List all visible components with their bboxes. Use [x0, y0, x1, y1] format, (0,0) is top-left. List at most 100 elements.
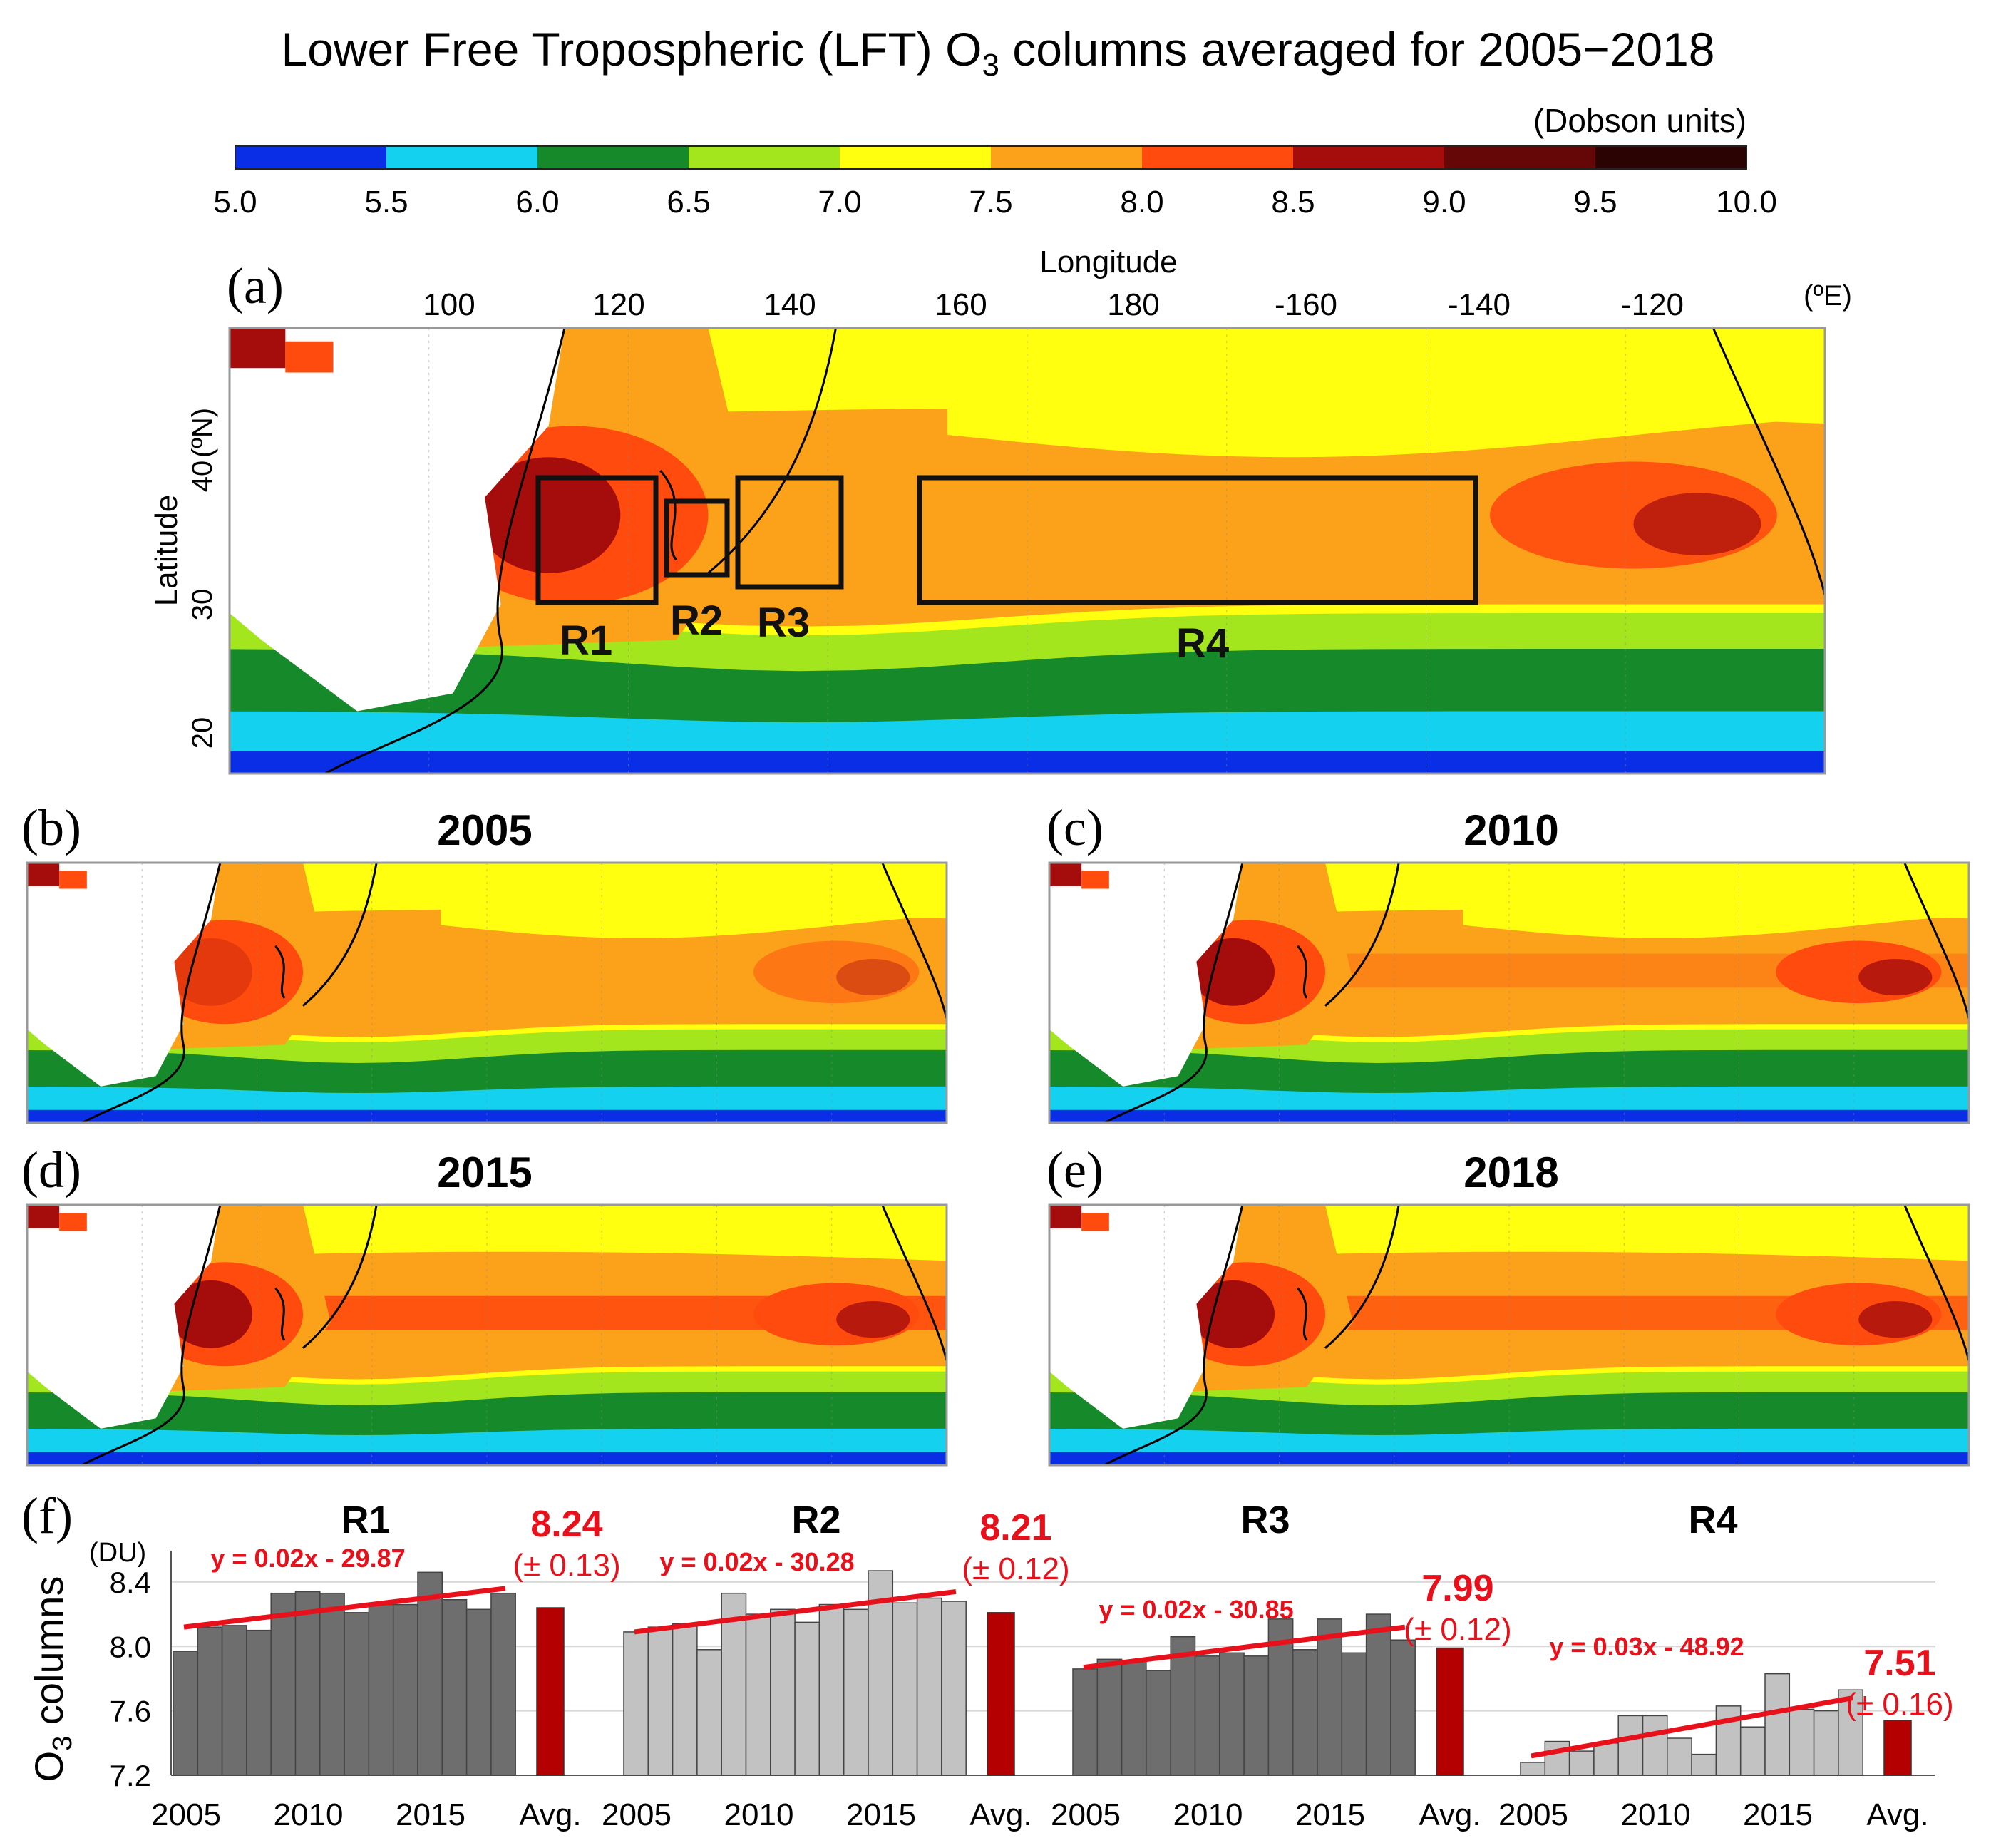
ozone-patch — [1081, 1212, 1109, 1231]
ozone-band — [947, 328, 1825, 458]
bar — [1194, 1655, 1220, 1776]
longitude-unit: (ºE) — [1804, 280, 1852, 312]
longitude-tick-label: -120 — [1621, 287, 1684, 322]
colorbar-tick-label: 7.5 — [969, 185, 1012, 220]
region-box-r2 — [664, 498, 730, 578]
region-label-r4: R4 — [1176, 620, 1229, 667]
coastline — [1324, 1205, 1400, 1349]
bar — [1292, 1649, 1318, 1776]
panel-label-e: (e) — [1046, 1141, 1104, 1198]
ozone-hotspot — [169, 938, 253, 1006]
ozone-patch — [27, 863, 60, 886]
colorbar-units: (Dobson units) — [1533, 102, 1746, 139]
bar-region-title: R1 — [341, 1499, 390, 1541]
avg-value-label: 8.21 — [979, 1507, 1051, 1549]
region-box-r1 — [535, 475, 659, 605]
avg-value-label: 7.51 — [1863, 1643, 1935, 1684]
bar — [868, 1570, 894, 1776]
bar-series-r2: R2 y = 0.02x - 30.28 8.21(± 0.12) 2005 2010 2… — [602, 1499, 1070, 1832]
bar — [1219, 1652, 1245, 1776]
colorbar-swatch — [1444, 146, 1596, 169]
colorbar-tick-label: 5.0 — [213, 185, 257, 220]
ozone-patch — [59, 1212, 87, 1231]
bar — [246, 1629, 272, 1776]
colorbar-swatch — [386, 146, 538, 169]
colorbar-tick-label: 8.5 — [1271, 185, 1315, 220]
bar — [344, 1612, 370, 1776]
ylabel-main: O — [26, 1751, 71, 1782]
bar — [368, 1603, 394, 1776]
bar-xtick-label: 2005 — [151, 1797, 221, 1832]
coastline — [324, 328, 566, 774]
bar-xtick-label: 2005 — [602, 1797, 672, 1832]
coastline — [1104, 1205, 1244, 1465]
panel-label-d: (d) — [21, 1141, 81, 1198]
coastline — [1297, 945, 1308, 999]
longitude-tick-label: -140 — [1448, 287, 1511, 322]
bar — [1544, 1740, 1570, 1776]
colorbar-tick-label: 8.0 — [1120, 185, 1163, 220]
ozone-hotspot — [1858, 959, 1933, 996]
region-boxes — [535, 475, 1478, 605]
longitude-tick-label: 100 — [423, 287, 475, 322]
longitude-ticks: 100 120 140 160 180 -160 -140 -120 — [423, 287, 1684, 322]
bar-region-title: R4 — [1688, 1499, 1737, 1541]
bar-chart-yunit: (DU) — [89, 1538, 146, 1568]
bar — [1739, 1726, 1766, 1776]
latitude-ticks: 40 30 20 — [187, 461, 218, 749]
bar — [197, 1626, 223, 1776]
map-frame-b — [26, 861, 948, 1124]
avg-bar — [1436, 1647, 1464, 1776]
bar-ytick-label: 8.4 — [110, 1566, 151, 1599]
ozone-patch — [59, 870, 87, 889]
bar — [221, 1625, 247, 1776]
colorbar-outline — [235, 145, 1747, 170]
bar — [417, 1571, 443, 1776]
bar — [441, 1598, 468, 1776]
land-mask — [27, 1205, 220, 1429]
bar — [1691, 1753, 1717, 1776]
bar — [941, 1601, 967, 1776]
trend-equation: y = 0.02x - 30.85 — [1099, 1595, 1293, 1624]
colorbar-tick-label: 6.0 — [515, 185, 559, 220]
ozone-band — [230, 751, 1825, 774]
bar-series-r3: R3 y = 0.02x - 30.85 7.99(± 0.12) 2005 2010 2… — [1051, 1499, 1512, 1832]
coastline — [302, 863, 378, 1007]
avg-std-label: (± 0.13) — [513, 1548, 620, 1583]
bar — [916, 1597, 942, 1776]
latitude-tick-label: 40 — [187, 461, 218, 493]
ozone-hotspot — [836, 1301, 910, 1338]
ylabel-subscript: 3 — [48, 1736, 78, 1751]
avg-bar — [1883, 1720, 1912, 1776]
bar — [1617, 1715, 1644, 1776]
colorbar-swatch — [1293, 146, 1445, 169]
avg-value-label: 8.24 — [530, 1504, 602, 1545]
map-panel-d — [27, 1205, 947, 1465]
ozone-hotspot — [476, 457, 621, 573]
colorbar-swatch — [840, 146, 992, 169]
bar — [1593, 1742, 1619, 1776]
bar — [1520, 1762, 1546, 1776]
coastline — [881, 863, 947, 1020]
bar — [1764, 1673, 1791, 1776]
bar-xtick-label: 2010 — [274, 1797, 344, 1832]
trend-line — [1531, 1695, 1853, 1759]
bar-xtick-label: 2010 — [1621, 1797, 1691, 1832]
bar — [892, 1602, 918, 1776]
bar-xtick-label: 2015 — [1743, 1797, 1813, 1832]
ozone-patch — [1081, 870, 1109, 889]
trend-equation: y = 0.02x - 29.87 — [210, 1544, 405, 1573]
bar-xtick-label: 2015 — [846, 1797, 916, 1832]
bar-xtick-label: Avg. — [969, 1797, 1032, 1832]
avg-value-label: 7.99 — [1421, 1568, 1493, 1609]
bar-ytick-label: 7.2 — [110, 1759, 151, 1792]
coastline — [1324, 863, 1400, 1007]
panel-label-a: (a) — [227, 257, 284, 314]
ozone-band — [441, 863, 947, 938]
ozone-hotspot — [753, 940, 920, 1004]
trend-line — [183, 1586, 506, 1630]
bar — [1390, 1639, 1416, 1776]
ozone-band — [1463, 863, 1969, 938]
bar — [623, 1631, 649, 1776]
map-panel-a — [230, 328, 1825, 774]
